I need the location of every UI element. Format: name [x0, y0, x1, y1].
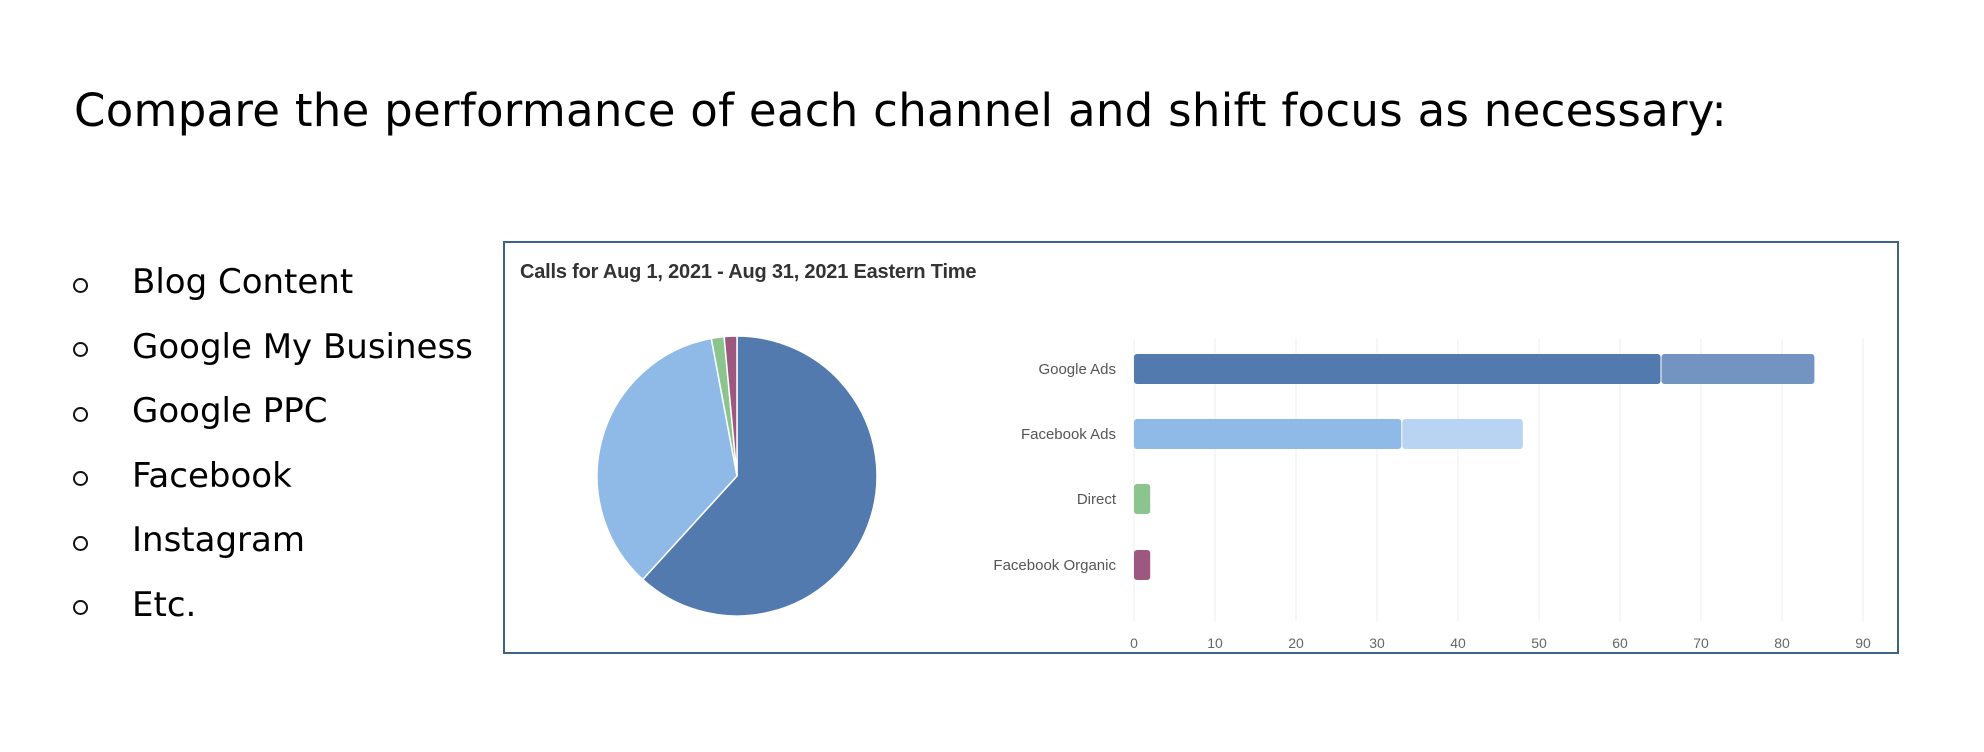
channel-list: Blog Content Google My Business Google P…: [70, 250, 473, 637]
x-tick-label: 0: [1130, 635, 1138, 651]
bar-facebook-organic-segment-1[interactable]: [1134, 550, 1151, 580]
hollow-circle-bullet-icon: [73, 277, 88, 293]
x-tick-label: 40: [1450, 635, 1466, 651]
bar-google-ads-segment-2[interactable]: [1661, 354, 1815, 384]
x-tick-label: 90: [1855, 635, 1871, 651]
calls-chart-panel: Calls for Aug 1, 2021 - Aug 31, 2021 Eas…: [503, 241, 1899, 654]
list-item: Instagram: [70, 508, 473, 573]
x-tick-label: 30: [1369, 635, 1385, 651]
bar-category-label: Direct: [1077, 491, 1117, 508]
list-item: Facebook: [70, 444, 473, 509]
pie-chart: [596, 335, 878, 617]
list-item: Google PPC: [70, 379, 473, 444]
list-item: Google My Business: [70, 315, 473, 380]
hollow-circle-bullet-icon: [73, 600, 88, 616]
list-item-text: Google PPC: [132, 391, 328, 432]
hollow-circle-bullet-icon: [73, 342, 88, 358]
x-tick-label: 60: [1612, 635, 1628, 651]
list-item-text: Google My Business: [132, 326, 473, 367]
stacked-bar-chart: 0 10 20 30 40 50 60 70 80 90 Google Ads Facebook Ad…: [993, 338, 1871, 651]
hollow-circle-bullet-icon: [73, 471, 88, 487]
bar-google-ads-segment-1[interactable]: [1134, 354, 1661, 384]
list-item-text: Instagram: [132, 520, 305, 561]
bar-facebook-ads-segment-1[interactable]: [1134, 419, 1402, 449]
hollow-circle-bullet-icon: [73, 535, 88, 551]
pie-slice-facebook-ads[interactable]: [596, 337, 738, 581]
bar-facebook-ads-segment-2[interactable]: [1402, 419, 1523, 449]
x-tick-label: 20: [1288, 635, 1304, 651]
bar-direct-segment-1[interactable]: [1134, 484, 1151, 514]
pie-slice-google-ads[interactable]: [641, 335, 878, 617]
x-tick-label: 70: [1693, 635, 1709, 651]
list-item: Etc.: [70, 573, 473, 638]
list-item: Blog Content: [70, 250, 473, 315]
hollow-circle-bullet-icon: [73, 406, 88, 422]
chart-canvas: 0 10 20 30 40 50 60 70 80 90 Google Ads Facebook Ad…: [596, 335, 1871, 651]
slide-title: Compare the performance of each channel …: [74, 84, 1727, 137]
list-item-text: Facebook: [132, 455, 292, 496]
list-item-text: Etc.: [132, 584, 197, 625]
pie-slice-facebook-organic[interactable]: [723, 335, 738, 477]
bar-category-label: Google Ads: [1038, 361, 1116, 378]
chart-title: Calls for Aug 1, 2021 - Aug 31, 2021 Eas…: [520, 261, 977, 283]
x-tick-label: 80: [1774, 635, 1790, 651]
list-item-text: Blog Content: [132, 262, 354, 303]
bar-category-label: Facebook Organic: [993, 557, 1116, 574]
x-tick-label: 10: [1207, 635, 1223, 651]
bar-category-label: Facebook Ads: [1021, 426, 1116, 443]
x-tick-label: 50: [1531, 635, 1547, 651]
